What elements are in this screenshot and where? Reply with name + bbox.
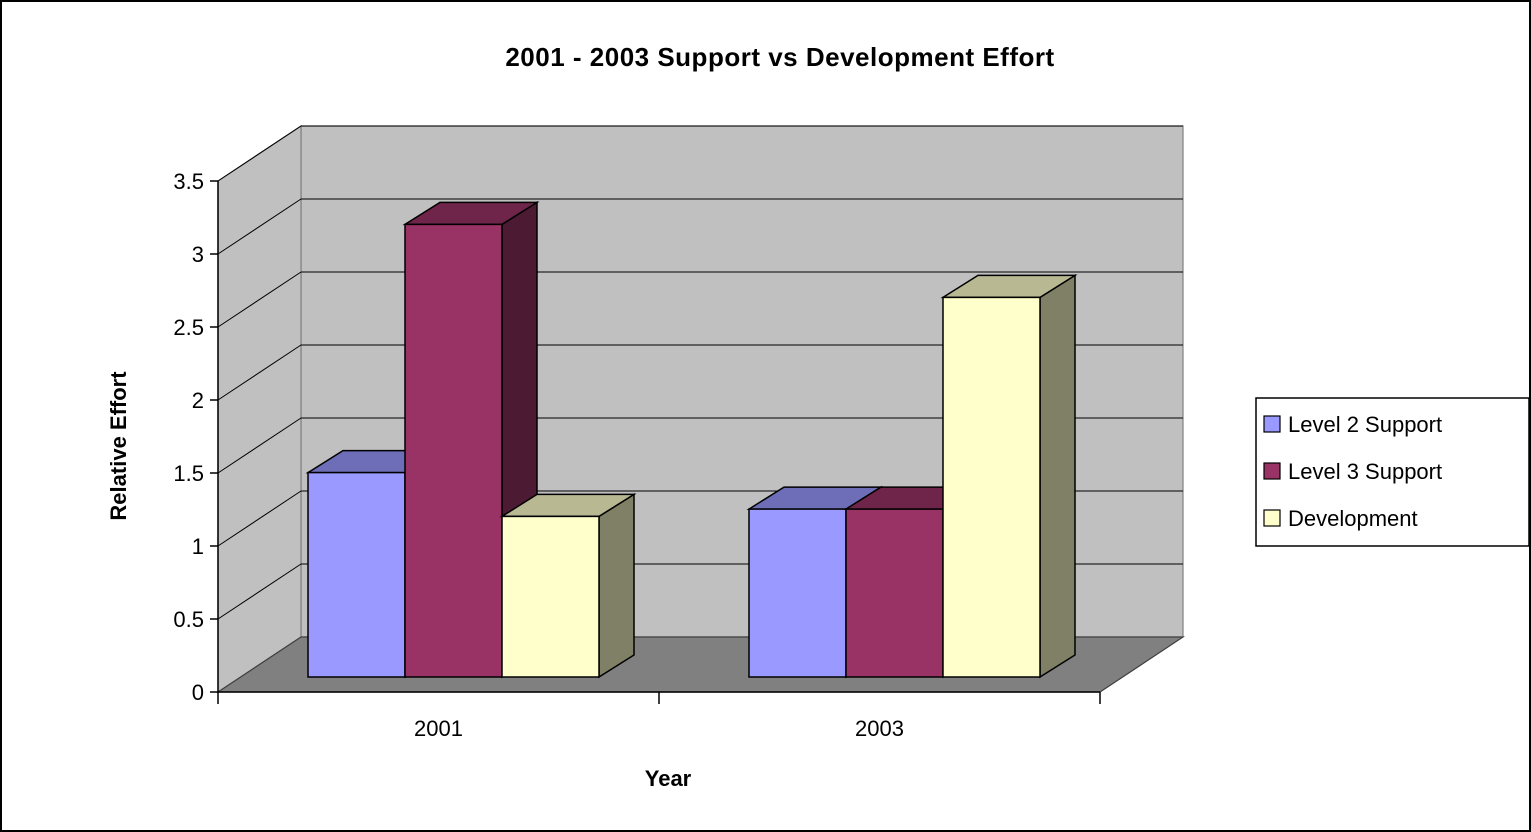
bar — [499, 493, 637, 679]
gridline-side — [217, 344, 302, 401]
legend-label: Level 2 Support — [1288, 412, 1442, 437]
gridline-side — [217, 563, 302, 620]
bar-front — [845, 508, 944, 678]
x-axis-title: Year — [645, 766, 692, 791]
y-tick-label: 1 — [192, 534, 204, 559]
legend-swatch — [1263, 415, 1281, 433]
y-tick-label: 2.5 — [173, 315, 204, 340]
chart-title: 2001 - 2003 Support vs Development Effor… — [505, 42, 1054, 72]
gridline-side — [217, 490, 302, 547]
bar-front — [307, 471, 406, 678]
side-wall — [217, 124, 302, 694]
y-tick-label: 2 — [192, 388, 204, 413]
legend: Level 2 Support Level 3 Support Developmen… — [1255, 397, 1530, 547]
gridline-side — [217, 125, 302, 182]
legend-swatch — [1263, 509, 1281, 527]
legend-label: Level 3 Support — [1288, 459, 1442, 484]
gridline-side — [217, 417, 302, 474]
x-tick-label: 2003 — [855, 716, 904, 741]
y-tick-labels: 0 0.5 1 1.5 2 2.5 3 3.5 — [173, 169, 204, 705]
y-tick-label: 3 — [192, 242, 204, 267]
x-tick-label: 2001 — [414, 716, 463, 741]
y-tick-label: 1.5 — [173, 461, 204, 486]
bar-front — [942, 296, 1041, 678]
bars — [305, 201, 1078, 679]
bar — [402, 201, 540, 679]
legend-swatch — [1263, 462, 1281, 480]
bar-side — [598, 493, 635, 679]
legend-box — [1255, 397, 1530, 547]
y-tick-label: 0 — [192, 680, 204, 705]
gridline-side — [217, 198, 302, 255]
y-axis-title: Relative Effort — [106, 371, 131, 521]
y-tick-label: 3.5 — [173, 169, 204, 194]
bar-side — [1039, 274, 1076, 679]
y-tick-label: 0.5 — [173, 607, 204, 632]
bar-front — [748, 508, 847, 678]
gridline-side — [217, 271, 302, 328]
legend-label: Development — [1288, 506, 1418, 531]
x-tick-labels: 2001 2003 — [414, 716, 904, 741]
axes — [217, 181, 1101, 704]
bar-front — [501, 515, 600, 678]
bar-front — [404, 223, 503, 678]
bar — [940, 274, 1078, 679]
